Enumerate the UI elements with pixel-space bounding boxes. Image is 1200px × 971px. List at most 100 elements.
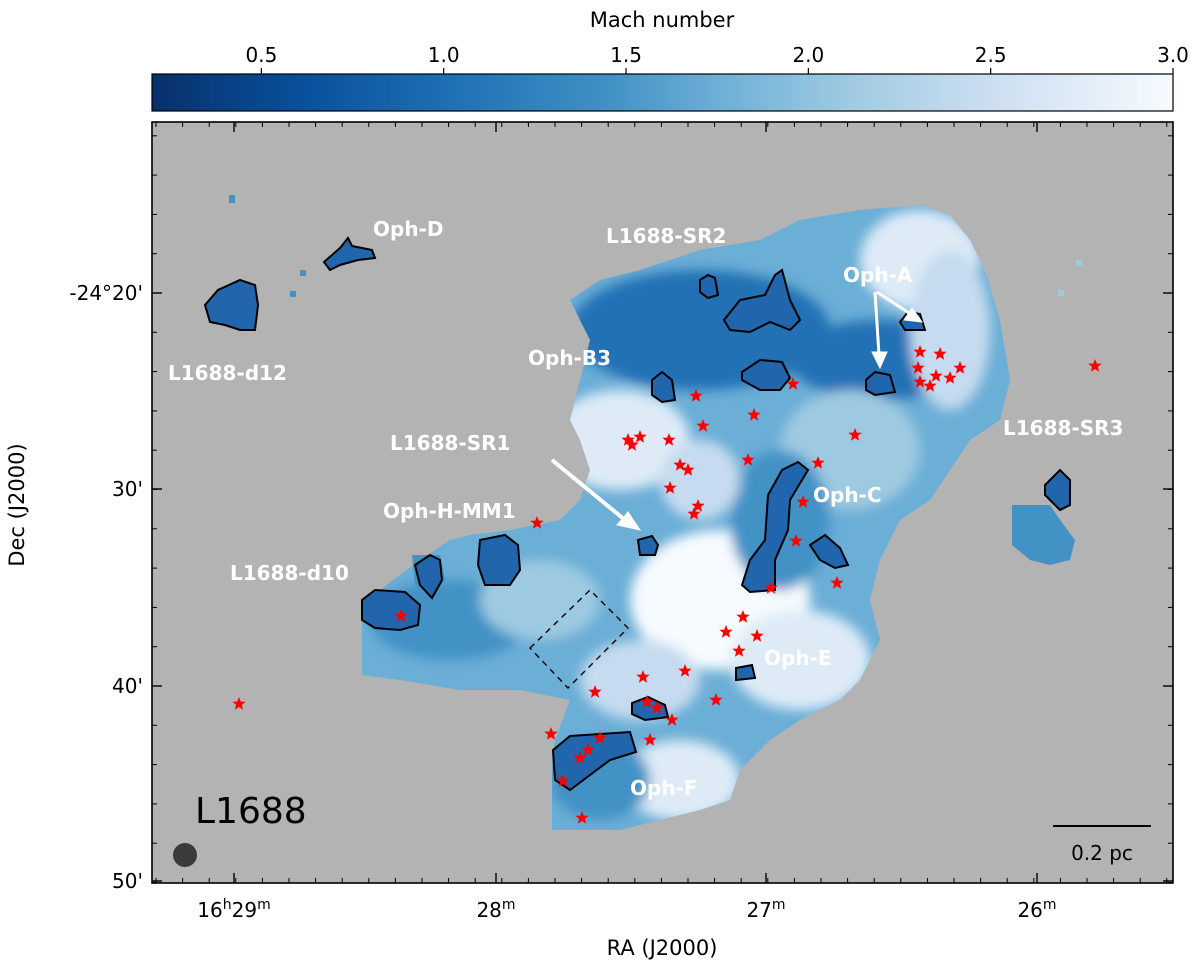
young-star-marker bbox=[764, 581, 778, 594]
label-h-mm1: Oph-H-MM1 bbox=[383, 499, 516, 523]
young-star-marker bbox=[573, 751, 587, 764]
core-oph-e bbox=[735, 663, 757, 682]
map-panel: Oph-D L1688-SR2 Oph-A L1688-d12 Oph-B3 L… bbox=[69, 121, 1174, 922]
young-star-marker bbox=[581, 743, 595, 756]
label-oph-a: Oph-A bbox=[843, 263, 913, 287]
core-sr2-b bbox=[722, 268, 802, 334]
core-oph-c bbox=[740, 460, 810, 594]
x-tick-main: 27 bbox=[746, 898, 771, 922]
annotation-arrows bbox=[550, 290, 924, 531]
region-labels: Oph-D L1688-SR2 Oph-A L1688-d12 Oph-B3 L… bbox=[168, 217, 1123, 800]
label-oph-e: Oph-E bbox=[764, 646, 832, 670]
colorbar-tick-label: 3.0 bbox=[1157, 43, 1189, 67]
x-tick-main: 28 bbox=[476, 898, 501, 922]
young-star-marker bbox=[593, 731, 607, 744]
young-star-marker bbox=[663, 481, 677, 494]
core-b bbox=[741, 358, 792, 391]
label-oph-c: Oph-C bbox=[813, 483, 882, 507]
core-sr2-a bbox=[699, 273, 720, 300]
core-h-mm1 bbox=[476, 533, 522, 586]
cloud-label: L1688 bbox=[195, 791, 307, 832]
young-star-marker bbox=[673, 458, 687, 471]
colorbar-tick-label: 2.0 bbox=[792, 43, 824, 67]
core-oph-a-2 bbox=[865, 370, 897, 397]
young-star-marker bbox=[665, 713, 679, 726]
young-star-marker bbox=[678, 664, 692, 677]
colorbar-label: Mach number bbox=[590, 8, 735, 32]
young-star-marker bbox=[662, 433, 676, 446]
label-d10: L1688-d10 bbox=[230, 561, 349, 585]
core-b3 bbox=[651, 370, 677, 404]
core-d12 bbox=[203, 278, 260, 331]
y-tick-label: 40' bbox=[112, 674, 143, 698]
young-star-marker bbox=[741, 453, 755, 466]
x-axis-title: RA (J2000) bbox=[607, 936, 718, 960]
young-star-marker bbox=[575, 811, 589, 824]
young-star-marker bbox=[687, 507, 701, 520]
core-oph-e-2 bbox=[631, 695, 670, 722]
beam-marker bbox=[173, 843, 197, 867]
x-tick-main: 26 bbox=[1017, 898, 1042, 922]
x-tick-mid: 29 bbox=[232, 898, 257, 922]
label-oph-d: Oph-D bbox=[373, 217, 443, 241]
x-tick-sup-h: h bbox=[223, 897, 232, 913]
label-sr2: L1688-SR2 bbox=[606, 224, 726, 248]
x-tick-label: 16h29m bbox=[197, 897, 270, 922]
core-oph-c-2 bbox=[808, 533, 850, 570]
young-star-marker bbox=[636, 670, 650, 683]
young-star-marker bbox=[530, 516, 544, 529]
young-star-marker bbox=[696, 419, 710, 432]
x-tick-sup-m: m bbox=[257, 897, 271, 913]
core-contours bbox=[203, 236, 1071, 792]
young-star-marker bbox=[650, 701, 664, 714]
young-star-marker bbox=[789, 534, 803, 547]
x-tick-sup-m: m bbox=[772, 897, 786, 913]
x-tick-label: 26m bbox=[1017, 897, 1056, 922]
young-star-marker bbox=[747, 408, 761, 421]
young-star-marker bbox=[796, 495, 810, 508]
y-tick-label: -24°20' bbox=[69, 281, 143, 305]
young-star-marker bbox=[913, 375, 927, 388]
young-star-marker bbox=[913, 345, 927, 358]
young-star-marker bbox=[848, 428, 862, 441]
x-tick-sup-m: m bbox=[502, 897, 516, 913]
young-star-marker bbox=[556, 774, 570, 787]
x-tick-main: 16 bbox=[197, 898, 222, 922]
young-star-marker bbox=[786, 377, 800, 390]
young-star-marker bbox=[640, 695, 654, 708]
label-oph-f: Oph-F bbox=[630, 776, 698, 800]
arrow-sr1 bbox=[550, 458, 627, 522]
young-star-marker bbox=[750, 629, 764, 642]
label-sr3: L1688-SR3 bbox=[1003, 416, 1123, 440]
map-frame bbox=[151, 121, 1174, 884]
label-sr1: L1688-SR1 bbox=[390, 431, 510, 455]
label-b3: Oph-B3 bbox=[528, 346, 611, 370]
young-star-marker bbox=[1088, 359, 1102, 372]
y-tick-label: 50' bbox=[112, 869, 143, 893]
core-sr1 bbox=[636, 534, 660, 556]
colorbar-tick-label: 1.0 bbox=[428, 43, 460, 67]
young-star-marker bbox=[394, 609, 408, 622]
x-tick-sup-m: m bbox=[1043, 897, 1057, 913]
x-tick-label: 28m bbox=[476, 897, 515, 922]
dashed-region-box bbox=[529, 589, 629, 690]
y-tick-label: 30' bbox=[112, 477, 143, 501]
young-star-marker bbox=[943, 371, 957, 384]
young-star-marker bbox=[811, 456, 825, 469]
core-d10 bbox=[361, 588, 422, 632]
core-oph-d bbox=[322, 236, 377, 272]
core-sr3 bbox=[1044, 468, 1071, 512]
y-axis-title: Dec (J2000) bbox=[5, 443, 29, 566]
source-markers bbox=[232, 345, 1102, 824]
young-star-marker bbox=[933, 347, 947, 360]
x-tick-label: 27m bbox=[746, 897, 785, 922]
scale-bar-label: 0.2 pc bbox=[1071, 841, 1133, 865]
young-star-marker bbox=[621, 433, 635, 446]
young-star-marker bbox=[719, 625, 733, 638]
young-star-marker bbox=[691, 499, 705, 512]
young-star-marker bbox=[830, 576, 844, 589]
patch-sr3 bbox=[1012, 505, 1075, 565]
young-star-marker bbox=[953, 361, 967, 374]
young-star-marker bbox=[689, 389, 703, 402]
